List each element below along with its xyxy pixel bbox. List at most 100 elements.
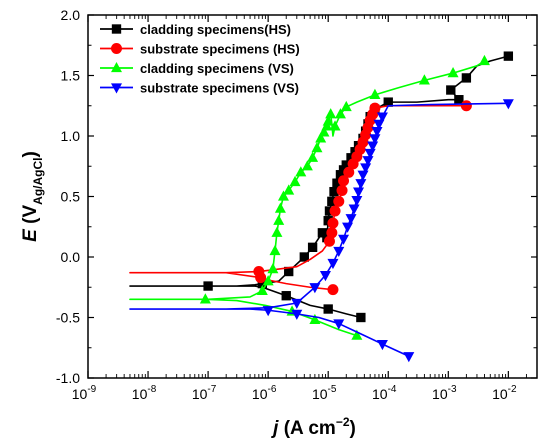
- data-point: [315, 132, 327, 143]
- data-point: [333, 195, 345, 207]
- data-point: [454, 95, 464, 105]
- y-tick-label: 0.5: [61, 189, 81, 205]
- data-point: [274, 202, 286, 213]
- data-point: [327, 284, 339, 296]
- data-point: [461, 73, 472, 83]
- data-point: [307, 242, 318, 252]
- data-point: [289, 175, 301, 187]
- x-tick-label: 10-7: [192, 384, 217, 402]
- x-tick-label: 10-6: [252, 384, 277, 402]
- series-3: [129, 54, 490, 340]
- data-point: [503, 51, 514, 61]
- data-point: [277, 190, 289, 201]
- y-tick-label: -1.0: [56, 370, 80, 386]
- legend-label: substrate specimens (VS): [140, 81, 299, 96]
- y-tick-label: 0.0: [61, 249, 81, 265]
- data-point: [383, 97, 393, 107]
- data-point: [418, 74, 430, 85]
- data-point: [362, 156, 374, 167]
- data-point: [262, 306, 274, 317]
- data-point: [351, 196, 363, 207]
- data-point: [323, 304, 333, 314]
- data-point: [284, 266, 294, 277]
- data-point: [273, 214, 285, 225]
- data-point: [342, 222, 354, 233]
- data-point: [360, 163, 372, 174]
- data-point: [256, 284, 268, 296]
- x-tick-label: 10-4: [372, 384, 397, 402]
- data-point: [267, 263, 279, 274]
- data-point: [307, 151, 319, 162]
- data-point: [351, 329, 363, 340]
- data-point: [478, 54, 490, 66]
- x-tick-label: 10-2: [492, 384, 517, 402]
- axes: -1.0 -0.5 0.0 0.5 1.0 1.5 2.0 10-9 10-8 10-7 10-6 1…: [20, 7, 538, 439]
- data-point: [281, 291, 291, 301]
- data-point: [283, 184, 295, 195]
- data-point: [371, 127, 383, 138]
- legend-label: substrate specimens (HS): [140, 42, 300, 57]
- data-point: [291, 298, 303, 310]
- data-point: [333, 319, 345, 330]
- legend-item: cladding specimens (VS): [100, 61, 294, 76]
- data-point: [295, 166, 307, 177]
- data-point: [336, 184, 348, 196]
- data-point: [301, 160, 313, 171]
- data-point: [364, 148, 376, 159]
- data-point: [376, 339, 388, 351]
- data-point: [319, 271, 331, 282]
- data-point: [355, 179, 367, 190]
- legend-item: substrate specimens (HS): [100, 42, 300, 57]
- data-point: [335, 170, 346, 180]
- data-point: [327, 217, 339, 229]
- data-point: [340, 100, 352, 112]
- data-point: [199, 293, 211, 304]
- x-tick-label: 10-3: [432, 384, 457, 402]
- legend-item: substrate specimens (VS): [100, 81, 299, 96]
- y-tick-label: -0.5: [56, 310, 80, 326]
- data-point: [446, 85, 456, 95]
- y-tick-label: 1.5: [61, 68, 81, 84]
- data-point: [323, 235, 335, 247]
- data-point: [262, 275, 274, 286]
- data-point: [257, 278, 268, 289]
- data-point: [326, 227, 338, 239]
- data-point: [348, 204, 360, 215]
- data-point: [367, 141, 379, 152]
- data-point: [502, 99, 514, 110]
- data-point: [403, 352, 415, 363]
- legend-marker: [111, 61, 122, 73]
- data-point: [369, 134, 381, 145]
- data-point: [325, 108, 337, 119]
- series-2: [129, 100, 472, 296]
- data-point: [317, 228, 328, 238]
- data-point: [318, 126, 330, 137]
- svg-text:E (VAg/AgCl): E (VAg/AgCl): [20, 151, 45, 242]
- y-tick-label: 1.0: [61, 128, 81, 144]
- data-point: [345, 214, 357, 225]
- data-point: [334, 108, 346, 119]
- data-point: [369, 88, 381, 99]
- legend-marker: [111, 83, 122, 94]
- data-point: [338, 234, 350, 245]
- x-tick-label: 10-9: [72, 384, 97, 402]
- data-point: [338, 165, 349, 175]
- legend: cladding specimens(HS) substrate specimen…: [100, 22, 300, 96]
- legend-label: cladding specimens (VS): [140, 61, 294, 76]
- data-point: [291, 309, 303, 320]
- legend-marker: [111, 43, 122, 54]
- series-layer: [129, 51, 514, 363]
- data-point: [327, 196, 337, 207]
- data-point: [341, 160, 351, 170]
- data-point: [332, 178, 342, 188]
- data-point: [329, 120, 341, 131]
- data-point: [311, 142, 323, 153]
- data-point: [203, 281, 213, 291]
- data-point: [329, 186, 339, 197]
- data-point: [369, 102, 381, 114]
- data-point: [338, 175, 350, 187]
- data-point: [253, 266, 265, 278]
- x-axis-title: j (A cm−2): [270, 415, 356, 439]
- data-point: [309, 313, 321, 325]
